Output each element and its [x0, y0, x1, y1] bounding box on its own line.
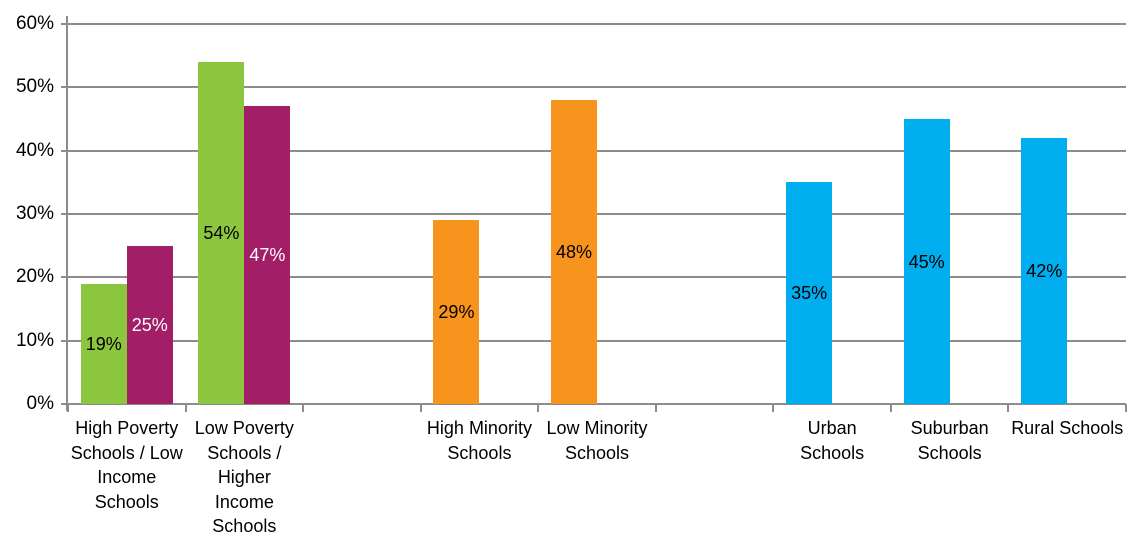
bar	[551, 100, 597, 404]
y-axis-tick	[61, 339, 68, 342]
x-axis-tick	[419, 404, 422, 412]
y-axis-tick-label: 50%	[15, 76, 54, 98]
x-category-label-line: High Poverty	[75, 418, 179, 438]
x-axis-tick	[67, 404, 69, 412]
gridline	[68, 339, 1126, 342]
bar	[80, 283, 127, 404]
x-category-label-line: Schools	[800, 442, 865, 463]
x-category-label: Suburban Schools	[865, 416, 1035, 465]
x-category-label-line: Schools /	[207, 442, 282, 463]
gridline	[68, 276, 1126, 279]
x-category-label-line: Rural Schools	[1011, 418, 1124, 438]
x-axis-tick	[1125, 404, 1127, 412]
x-category-label-line: Schools	[917, 442, 982, 463]
x-category-label-line: Higher	[217, 467, 271, 487]
x-category-label-line: Schools / Low	[70, 442, 183, 463]
x-category-label-line: Income	[97, 467, 157, 487]
y-axis-tick	[61, 23, 68, 25]
bar-value-label: 45%	[908, 251, 945, 272]
y-axis-tick-label: 20%	[15, 266, 54, 288]
y-axis-tick-label: 60%	[15, 13, 54, 34]
x-category-label-line: Schools	[564, 442, 630, 463]
x-axis-tick	[772, 404, 775, 412]
y-axis-tick-label: 0%	[26, 393, 54, 414]
bar-value-label: 47%	[249, 245, 286, 266]
x-axis-tick	[302, 404, 305, 412]
x-category-label-line: Schools	[212, 516, 277, 536]
x-axis-tick	[1007, 404, 1010, 412]
x-category-label-line: Income	[214, 491, 274, 512]
gridline	[68, 213, 1126, 215]
x-category-label: Urban Schools	[747, 416, 917, 465]
y-axis-tick-label: 30%	[15, 203, 54, 224]
gridline	[68, 23, 1126, 25]
bar-value-label: 54%	[203, 223, 240, 243]
x-axis-tick	[889, 404, 892, 412]
x-axis-tick	[654, 404, 657, 412]
x-category-label-line: Low Poverty	[194, 418, 294, 438]
bar	[903, 119, 950, 404]
x-category-label: Low Minority Schools	[512, 416, 682, 465]
bar	[1021, 138, 1068, 404]
bar	[126, 245, 173, 404]
bar-value-label: 25%	[131, 314, 168, 335]
y-axis-tick-label: 40%	[15, 139, 54, 161]
bar-value-label: 19%	[85, 333, 122, 354]
y-axis-line	[66, 16, 68, 411]
bar-value-label: 29%	[438, 302, 475, 323]
bar-value-label: 35%	[791, 283, 828, 304]
y-axis-tick	[61, 213, 68, 215]
x-category-label: High Minority Schools	[394, 416, 564, 465]
y-axis-tick	[61, 86, 68, 89]
x-category-label-line: Urban	[807, 418, 857, 438]
bar	[433, 220, 480, 404]
x-category-label-line: Schools	[447, 442, 512, 463]
bar-value-label: 42%	[1026, 261, 1063, 281]
x-category-label-line: Schools	[94, 491, 159, 512]
x-axis-line	[61, 403, 1126, 405]
x-category-label-line: High Minority	[426, 418, 532, 438]
gridline	[68, 86, 1126, 89]
bar	[244, 106, 291, 404]
x-category-label-line: Low Minority	[546, 418, 648, 438]
y-axis-tick-label: 10%	[15, 329, 54, 351]
x-category-label: Rural Schools	[982, 416, 1145, 441]
x-category-label: High Poverty Schools / Low Income Schools	[42, 416, 212, 514]
gridline	[68, 149, 1126, 152]
bar	[786, 182, 833, 404]
bar-value-label: 48%	[555, 242, 593, 262]
y-axis-tick	[61, 276, 68, 279]
bar	[198, 62, 245, 404]
x-category-label-line: Suburban	[910, 418, 989, 438]
y-axis-tick	[61, 149, 68, 152]
x-category-label: Low Poverty Schools / Higher Income Schools	[159, 416, 329, 539]
x-axis-tick	[537, 404, 540, 412]
x-axis-tick	[184, 404, 187, 412]
